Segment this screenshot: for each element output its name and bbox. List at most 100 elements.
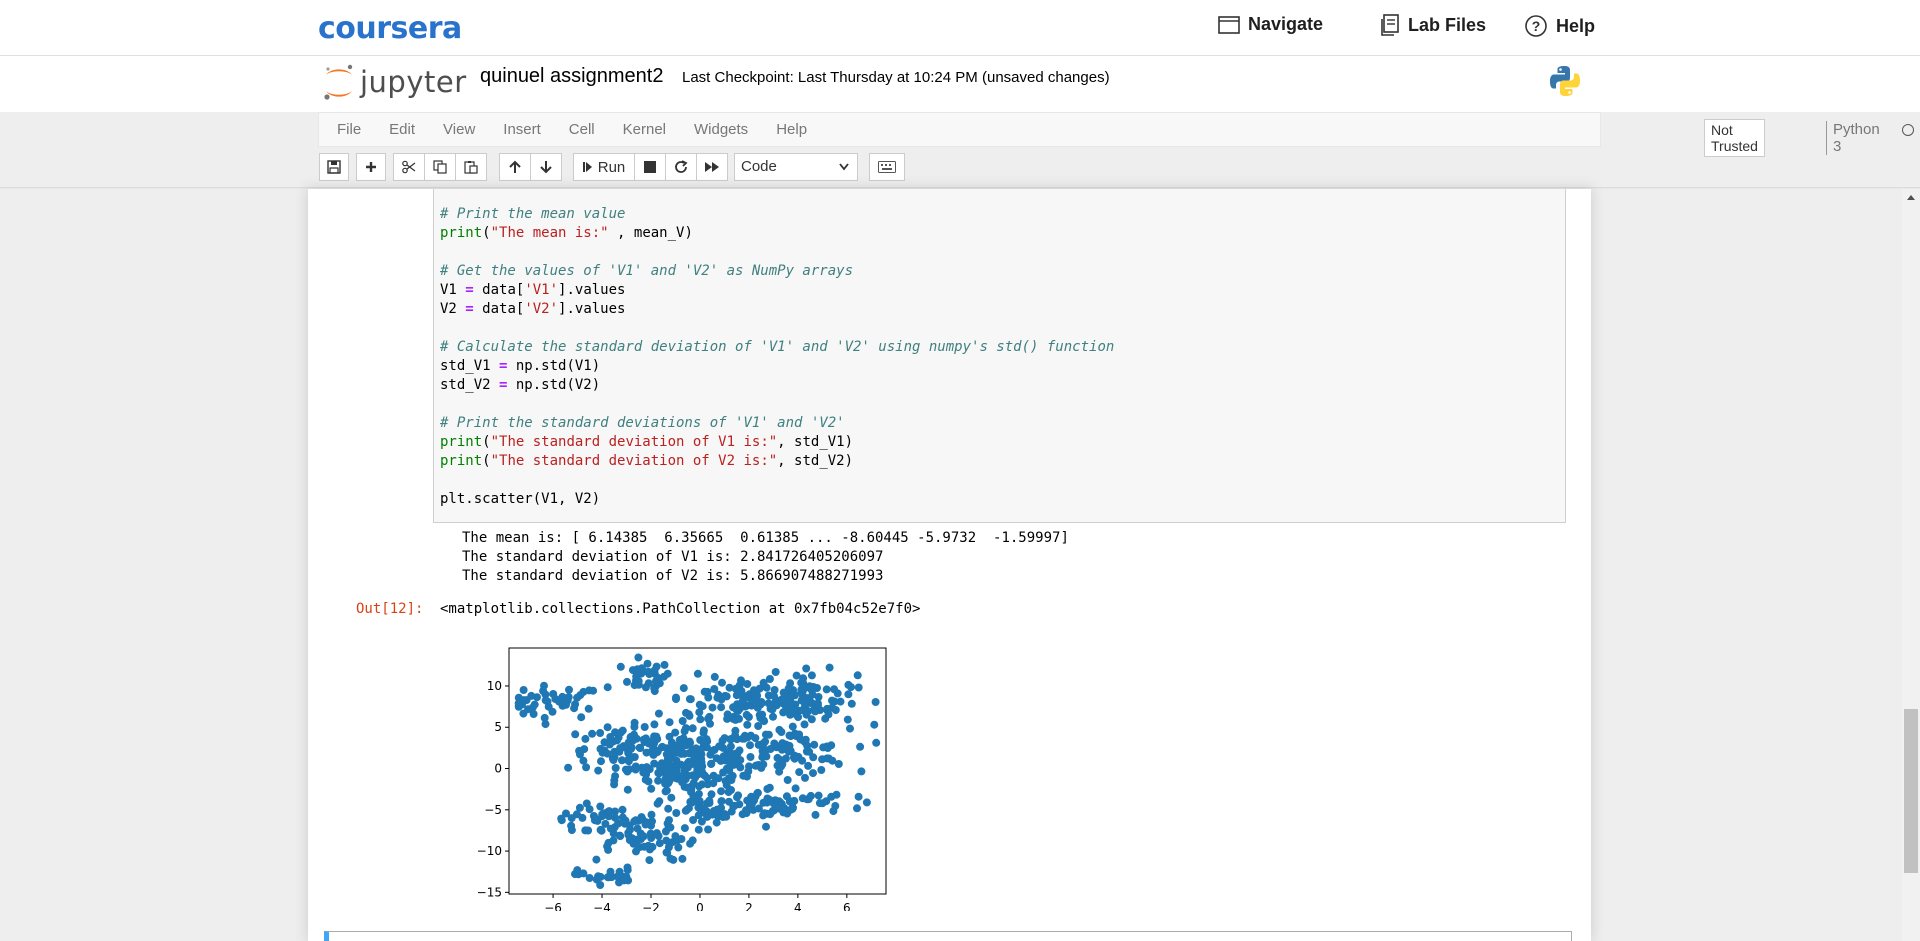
navigate-button[interactable]: Navigate (1218, 14, 1323, 35)
notebook-name[interactable]: quinuel assignment2 (480, 65, 664, 87)
scatter-point (853, 804, 861, 813)
notebook-container: # Print the mean value print("The mean i… (308, 189, 1591, 941)
output-repr: <matplotlib.collections.PathCollection a… (440, 601, 921, 617)
scatter-point (731, 731, 740, 740)
menu-cell[interactable]: Cell (568, 121, 595, 138)
scatter-point (700, 770, 708, 779)
menu-kernel[interactable]: Kernel (622, 121, 666, 138)
trust-indicator[interactable]: Not Trusted (1704, 119, 1765, 157)
next-code-cell[interactable] (324, 931, 1572, 941)
scatter-point (805, 747, 814, 756)
scatter-point (665, 718, 674, 727)
scatter-point (775, 767, 784, 776)
scatter-point (704, 825, 713, 834)
scatter-point (652, 662, 661, 671)
scatter-point (754, 699, 763, 708)
scatter-point (519, 686, 528, 694)
jupyter-logo[interactable]: jupyter (322, 61, 467, 103)
scatter-point (581, 734, 590, 743)
scatter-point (576, 750, 584, 759)
scatter-point (807, 671, 816, 680)
scatter-point (712, 818, 721, 827)
scatter-point (594, 766, 603, 775)
scatter-point (620, 876, 628, 885)
lab-files-button[interactable]: Lab Files (1380, 14, 1486, 36)
scatter-point (626, 732, 635, 741)
menu-widgets[interactable]: Widgets (694, 121, 749, 138)
menu-file[interactable]: File (337, 121, 362, 138)
scatter-point (666, 854, 675, 863)
help-button[interactable]: ? Help (1524, 14, 1595, 38)
code-line: print("The standard deviation of V1 is:"… (440, 434, 854, 450)
scatter-point (669, 773, 678, 782)
scatter-point (664, 804, 673, 813)
scatter-point (746, 753, 755, 761)
run-button[interactable]: Run (573, 153, 635, 181)
menu-view[interactable]: View (443, 121, 476, 138)
svg-text:?: ? (1532, 18, 1541, 34)
restart-run-all-button[interactable] (696, 153, 728, 181)
restart-button[interactable] (665, 153, 697, 181)
cell-type-select[interactable]: Code (734, 153, 858, 181)
scatter-point (565, 685, 573, 694)
menu-edit[interactable]: Edit (389, 121, 416, 138)
scatter-point (811, 707, 820, 716)
scatter-point (611, 807, 619, 816)
paste-button[interactable] (455, 153, 487, 181)
plot-frame (508, 647, 887, 895)
scatter-point (717, 703, 726, 712)
kernel-name[interactable]: Python 3 (1826, 121, 1880, 155)
fast-forward-icon (705, 162, 719, 172)
scatter-plot: −6 −4 −2 0 2 4 6 10 5 0 −5 −10 −15 (477, 647, 887, 911)
header-shadow (0, 187, 1920, 189)
scatter-point (857, 767, 866, 776)
interrupt-button[interactable] (634, 153, 666, 181)
code-line: print("The mean is:" , mean_V) (440, 225, 693, 241)
menu-help[interactable]: Help (776, 121, 808, 138)
scatter-point (614, 819, 623, 828)
chevron-down-icon (839, 163, 849, 171)
insert-cell-button[interactable] (356, 153, 386, 181)
code-cell-input[interactable]: # Print the mean value print("The mean i… (433, 189, 1566, 523)
scatter-point (572, 810, 581, 819)
scatter-point (807, 715, 816, 724)
scrollbar-thumb[interactable] (1904, 709, 1918, 873)
page-scrollbar[interactable] (1902, 189, 1920, 941)
scatter-point (705, 796, 714, 805)
scatter-point (830, 685, 839, 694)
scatter-point (814, 693, 823, 701)
scatter-point (618, 805, 627, 814)
scatter-point (846, 724, 854, 733)
cut-button[interactable] (393, 153, 425, 181)
scatter-point (689, 816, 698, 824)
scatter-point (825, 663, 834, 672)
scatter-point (549, 690, 558, 698)
cell-type-value: Code (741, 158, 777, 175)
move-down-button[interactable] (530, 153, 562, 181)
coursera-logo[interactable]: coursera (318, 11, 462, 46)
menu-insert[interactable]: Insert (503, 121, 541, 138)
scatter-point (810, 740, 819, 749)
scatter-point (832, 790, 841, 799)
command-palette-button[interactable] (869, 153, 905, 181)
scatter-point (661, 827, 670, 836)
scatter-point (737, 676, 745, 685)
scatter-point (771, 668, 780, 676)
scatter-point (667, 793, 676, 802)
scatter-point (654, 776, 663, 785)
scatter-point (598, 812, 607, 821)
scroll-up-icon[interactable] (1907, 195, 1915, 200)
scatter-point (693, 669, 702, 678)
scatter-point (699, 728, 708, 737)
scatter-point (730, 801, 739, 810)
save-button[interactable] (319, 153, 349, 181)
scatter-point (645, 856, 654, 865)
scatter-point (640, 723, 649, 731)
scatter-point (562, 700, 570, 709)
copy-button[interactable] (424, 153, 456, 181)
scatter-point (751, 761, 760, 770)
scatter-point (570, 704, 579, 713)
move-up-button[interactable] (499, 153, 531, 181)
scatter-point (609, 756, 618, 764)
scatter-point (718, 678, 726, 687)
